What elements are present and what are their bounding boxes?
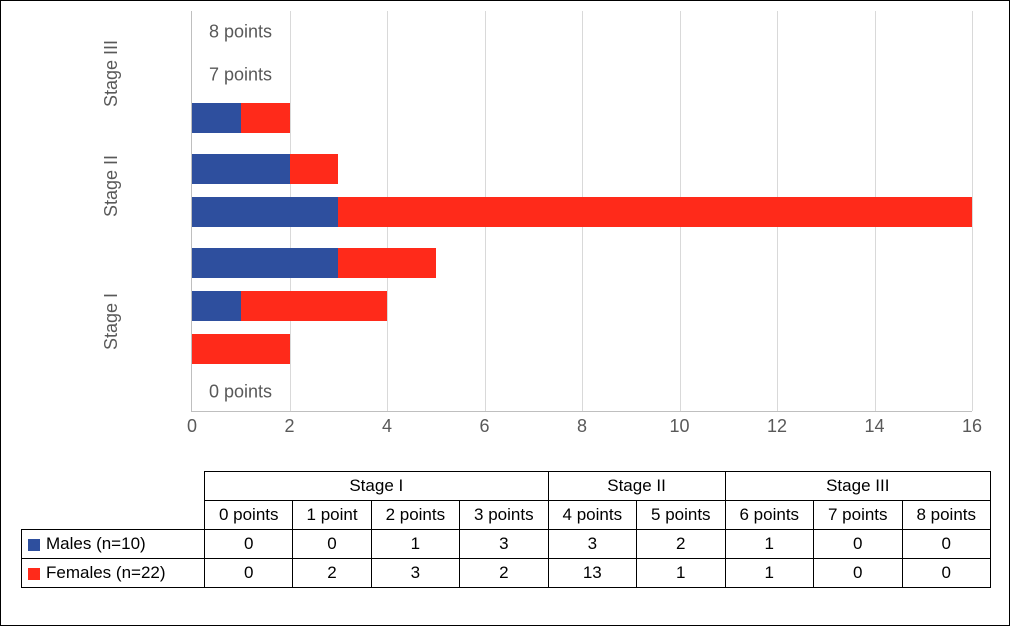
table-point-header: 6 points <box>725 501 813 530</box>
x-tick-label: 8 <box>577 416 587 437</box>
table-cell: 0 <box>205 530 293 559</box>
x-tick-label: 16 <box>962 416 982 437</box>
bar-segment <box>241 291 387 321</box>
table-point-header: 7 points <box>814 501 902 530</box>
table-points-header-row: 0 points 1 point 2 points 3 points 4 poi… <box>22 501 991 530</box>
table-stage-header-row: Stage I Stage II Stage III <box>22 472 991 501</box>
x-tick-label: 10 <box>669 416 689 437</box>
y-tick-label: 8 points <box>209 22 272 43</box>
bar-segment <box>192 197 338 227</box>
legend-swatch-females <box>28 568 40 580</box>
table-cell: 2 <box>460 559 548 588</box>
table-cell: 0 <box>902 530 991 559</box>
stage-label-3: Stage III <box>101 11 122 136</box>
y-tick-label: 0 points <box>209 382 272 403</box>
figure-container: Stage I Stage II Stage III 0246810121416… <box>0 0 1010 626</box>
table-cell: 0 <box>902 559 991 588</box>
row-label: Males (n=10) <box>46 534 146 553</box>
bar-segment <box>290 154 339 184</box>
x-tick-label: 2 <box>284 416 294 437</box>
table-point-header: 4 points <box>548 501 636 530</box>
bar-segment <box>192 154 290 184</box>
table-point-header: 1 point <box>293 501 371 530</box>
x-tick-label: 6 <box>479 416 489 437</box>
bar-segment <box>192 103 241 133</box>
table-cell: 0 <box>205 559 293 588</box>
stage-label-2: Stage II <box>101 141 122 231</box>
bar-segment <box>192 334 290 364</box>
bar-segment <box>338 248 436 278</box>
table-cell: 1 <box>371 530 459 559</box>
chart-area: Stage I Stage II Stage III 0246810121416… <box>101 11 971 441</box>
table-cell: 0 <box>814 530 902 559</box>
plot-area: 02468101214168 points7 points6 points5 p… <box>191 11 972 412</box>
table-point-header: 5 points <box>637 501 725 530</box>
table-cell: 0 <box>293 530 371 559</box>
x-tick-label: 12 <box>767 416 787 437</box>
table-stage-header: Stage III <box>725 472 990 501</box>
table-cell: 3 <box>548 530 636 559</box>
stage-label-1: Stage I <box>101 241 122 401</box>
table-cell: 2 <box>293 559 371 588</box>
x-tick-label: 14 <box>864 416 884 437</box>
table-row-females: Females (n=22) 0 2 3 2 13 1 1 0 0 <box>22 559 991 588</box>
table-stage-header: Stage I <box>205 472 549 501</box>
table-cell: 1 <box>725 530 813 559</box>
table-cell: 13 <box>548 559 636 588</box>
data-table: Stage I Stage II Stage III 0 points 1 po… <box>21 471 991 588</box>
row-label: Females (n=22) <box>46 563 166 582</box>
bar-segment <box>241 103 290 133</box>
x-tick-label: 4 <box>382 416 392 437</box>
table-point-header: 2 points <box>371 501 459 530</box>
gridline <box>972 11 973 411</box>
bar-segment <box>192 291 241 321</box>
table-cell: 0 <box>814 559 902 588</box>
table-cell: 3 <box>371 559 459 588</box>
table-cell: 1 <box>637 559 725 588</box>
table-stage-header: Stage II <box>548 472 725 501</box>
table-point-header: 8 points <box>902 501 991 530</box>
bar-segment <box>192 248 338 278</box>
legend-swatch-males <box>28 539 40 551</box>
table-cell: 1 <box>725 559 813 588</box>
table-row-males: Males (n=10) 0 0 1 3 3 2 1 0 0 <box>22 530 991 559</box>
table-cell: 2 <box>637 530 725 559</box>
table-cell: 3 <box>460 530 548 559</box>
table-point-header: 3 points <box>460 501 548 530</box>
y-tick-label: 7 points <box>209 65 272 86</box>
x-tick-label: 0 <box>187 416 197 437</box>
bar-segment <box>338 197 972 227</box>
table-point-header: 0 points <box>205 501 293 530</box>
